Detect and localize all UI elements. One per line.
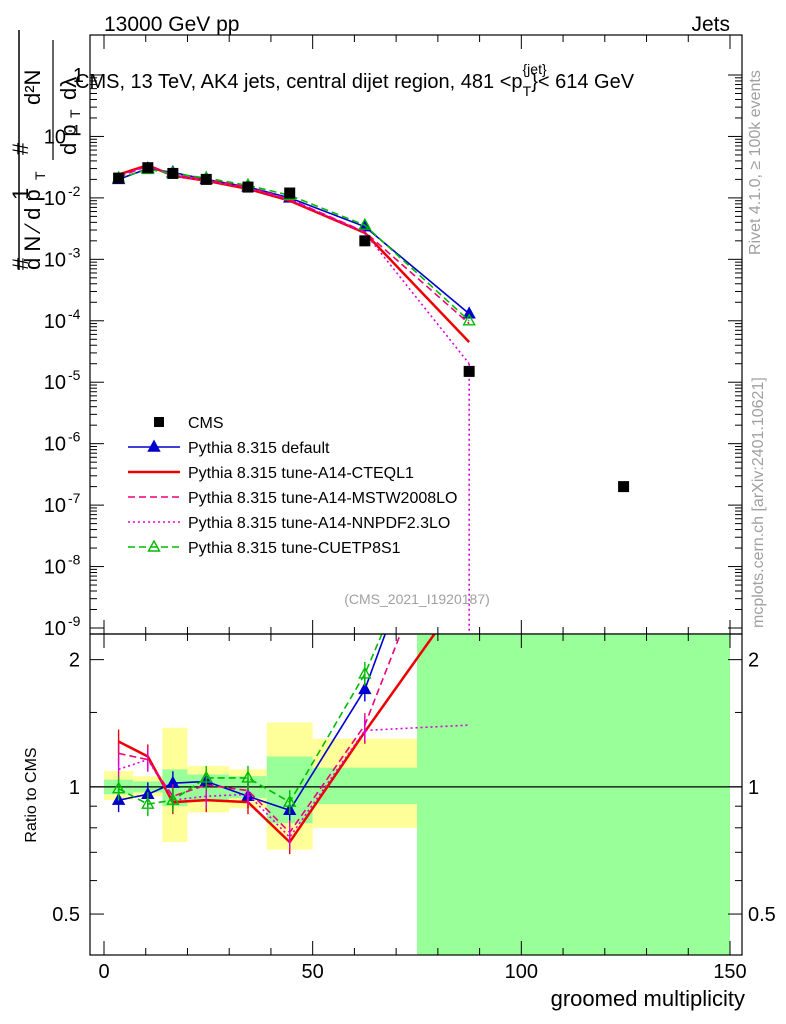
main-ytick-exponent: -2 bbox=[68, 183, 81, 199]
ratio-point-4 bbox=[283, 794, 297, 807]
main-ytick-label: 10 bbox=[44, 188, 66, 210]
svg-text:T: T bbox=[32, 171, 48, 180]
cms-data-point bbox=[113, 172, 125, 184]
cms-data-point bbox=[359, 235, 371, 247]
legend-marker-1 bbox=[147, 439, 161, 452]
ratio-panel: 0.5 0.5 1 1 2 2 0 50 100 150 bbox=[52, 633, 776, 983]
ratio-series-line-0 bbox=[118, 634, 387, 812]
main-ytick-label: 10 bbox=[44, 126, 66, 148]
main-ytick-exponent: -6 bbox=[68, 429, 81, 445]
stat-band-7 bbox=[417, 634, 730, 955]
svg-text:d²N: d²N bbox=[20, 70, 45, 105]
ratio-point-4 bbox=[358, 666, 372, 679]
ratio-xtick-label: 50 bbox=[302, 961, 324, 983]
cms-data-point bbox=[167, 167, 179, 179]
ratio-ytick-label: 0.5 bbox=[52, 904, 80, 926]
main-ytick-label: 10 bbox=[44, 618, 66, 640]
svg-text:#: # bbox=[8, 257, 33, 270]
ratio-point-4 bbox=[166, 792, 180, 805]
ratio-frame bbox=[89, 633, 743, 956]
ratio-series-line-1 bbox=[118, 634, 436, 845]
main-ytick-label: 1 bbox=[73, 65, 84, 87]
ratio-xtick-label: 150 bbox=[713, 961, 746, 983]
ratio-point-0 bbox=[358, 682, 372, 695]
main-ytick-label: 10 bbox=[44, 557, 66, 579]
svg-text:#: # bbox=[8, 142, 33, 155]
ratio-xtick-label: 0 bbox=[98, 961, 109, 983]
ratio-xtick-label: 100 bbox=[505, 961, 538, 983]
cms-data-point bbox=[142, 162, 154, 174]
cms-data-point bbox=[463, 365, 475, 377]
main-ylabel: # 1 d N ⁄ d p T # d p T dλ d²N bbox=[8, 30, 83, 270]
svg-text:d p: d p bbox=[56, 124, 81, 155]
ratio-ytick-label-right: 2 bbox=[748, 650, 759, 672]
ratio-point-4 bbox=[141, 796, 155, 809]
svg-text:T: T bbox=[67, 109, 83, 118]
main-ytick-label: 10 bbox=[44, 311, 66, 333]
x-axis-label: groomed multiplicity bbox=[551, 986, 745, 1011]
rivet-label: Rivet 4.1.0, ≥ 100k events bbox=[747, 70, 764, 255]
ratio-ylabel: Ratio to CMS bbox=[23, 747, 40, 842]
main-ytick-label: 10 bbox=[44, 495, 66, 517]
legend-label-1: Pythia 8.315 default bbox=[188, 440, 330, 457]
legend-label-5: Pythia 8.315 tune-CUETP8S1 bbox=[188, 540, 401, 557]
header-right: Jets bbox=[691, 13, 730, 36]
main-ytick-exponent: -9 bbox=[68, 613, 81, 629]
ratio-series-group bbox=[111, 634, 470, 855]
svg-text:dλ: dλ bbox=[56, 77, 81, 100]
legend-label-3: Pythia 8.315 tune-A14-MSTW2008LO bbox=[188, 490, 457, 507]
legend-label-0: CMS bbox=[188, 415, 224, 432]
legend-label-4: Pythia 8.315 tune-A14-NNPDF2.3LO bbox=[188, 515, 450, 532]
main-series-point-5 bbox=[358, 217, 372, 230]
ratio-series-line-4 bbox=[118, 634, 383, 805]
cms-data-point bbox=[284, 187, 296, 199]
cms-data-point bbox=[242, 181, 254, 193]
cms-data-point bbox=[618, 481, 630, 493]
mcplots-label: mcplots.cern.ch [arXiv:2401.10621] bbox=[750, 377, 767, 628]
ratio-ytick-label-right: 1 bbox=[748, 777, 759, 799]
main-series-point-5 bbox=[462, 313, 476, 326]
ratio-point-4 bbox=[241, 770, 255, 783]
cms-data-point bbox=[200, 173, 212, 185]
main-ytick-exponent: -3 bbox=[68, 244, 81, 260]
main-ytick-label: 10 bbox=[44, 372, 66, 394]
ratio-series-line-2 bbox=[118, 634, 402, 834]
main-ytick-exponent: -8 bbox=[68, 552, 81, 568]
main-ytick-exponent: -1 bbox=[68, 121, 81, 137]
main-ytick-label: 10 bbox=[44, 249, 66, 271]
svg-text:d N ⁄ d p: d N ⁄ d p bbox=[20, 189, 45, 270]
ratio-ytick-label: 1 bbox=[69, 777, 80, 799]
legend-marker-5 bbox=[147, 539, 161, 552]
legend-marker-cms bbox=[154, 417, 164, 427]
analysis-watermark: (CMS_2021_I1920187) bbox=[344, 591, 490, 607]
legend: CMS Pythia 8.315 default Pythia 8.315 tune… bbox=[128, 415, 457, 557]
ratio-ytick-label: 2 bbox=[69, 650, 80, 672]
main-ytick-exponent: -5 bbox=[68, 367, 81, 383]
main-title: CMS, 13 TeV, AK4 jets, central dijet reg… bbox=[75, 61, 635, 99]
main-ytick-exponent: -7 bbox=[68, 490, 81, 506]
header-left: 13000 GeV pp bbox=[104, 13, 239, 36]
main-ytick-exponent: -4 bbox=[68, 306, 81, 322]
ratio-point-4 bbox=[111, 781, 126, 794]
legend-label-2: Pythia 8.315 tune-A14-CTEQL1 bbox=[188, 465, 414, 482]
ratio-ytick-label-right: 0.5 bbox=[748, 904, 776, 926]
main-ytick-label: 10 bbox=[44, 434, 66, 456]
ratio-point-4 bbox=[199, 770, 213, 783]
svg-text:1: 1 bbox=[8, 188, 33, 200]
main-panel: 10 -910 -810 -710 -610 -510 -410 -310 -210 -11 bbox=[44, 34, 743, 640]
main-series-point-1 bbox=[462, 306, 476, 319]
